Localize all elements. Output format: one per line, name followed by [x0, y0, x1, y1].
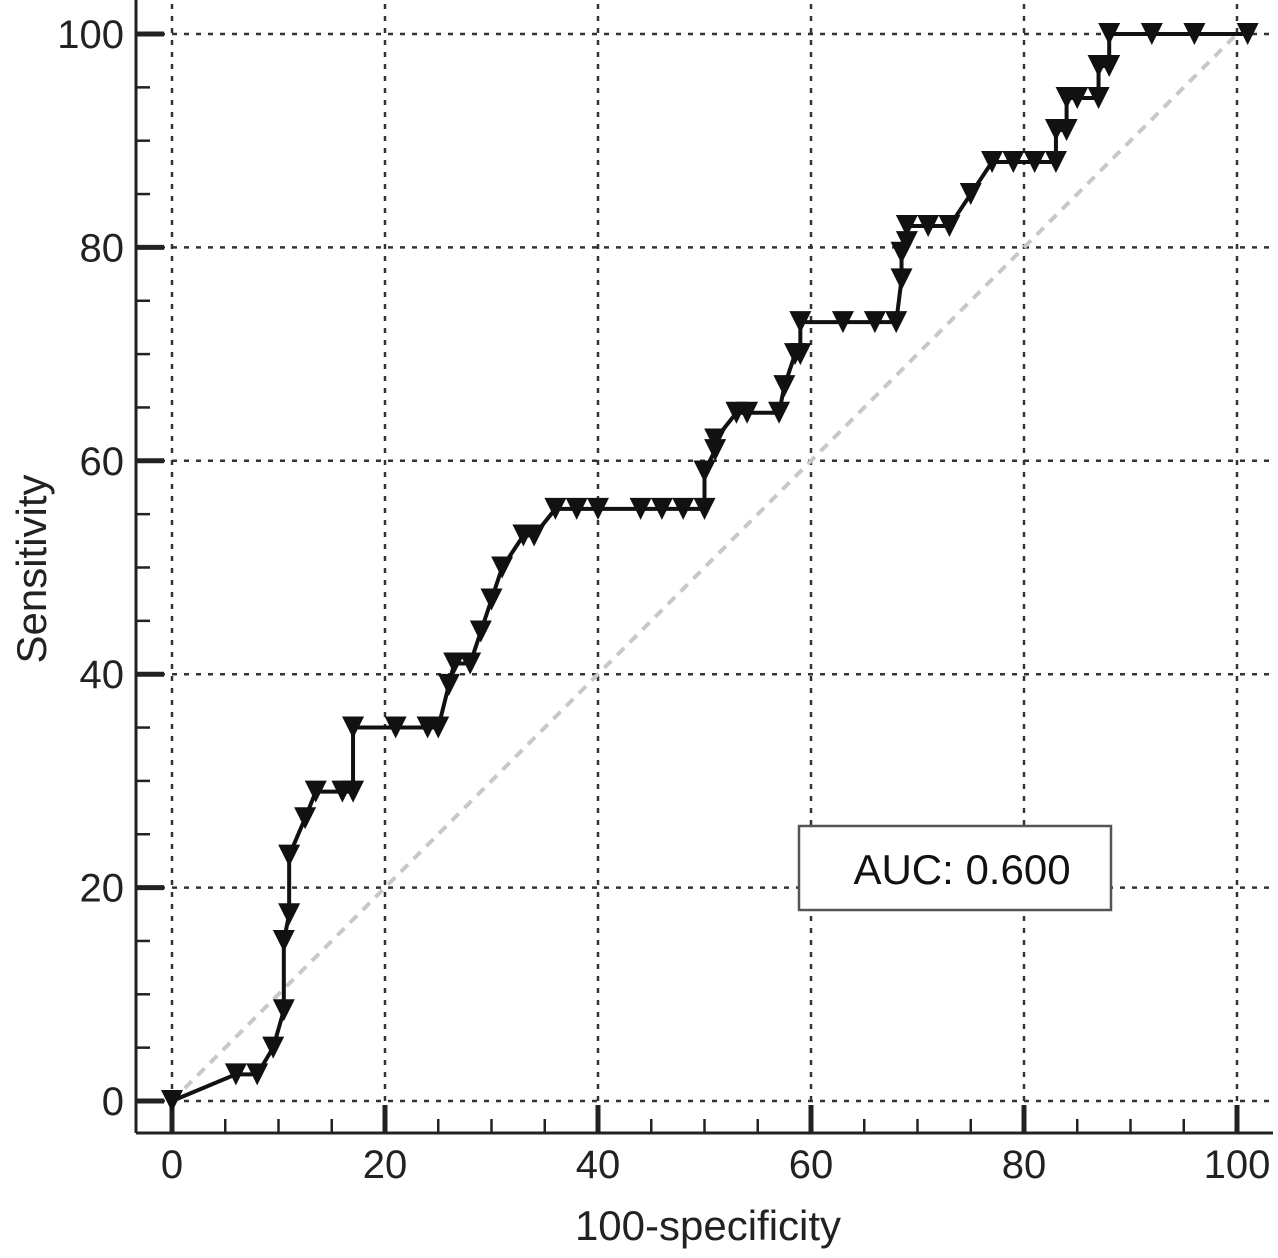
roc-point-marker: [523, 524, 546, 547]
reference-diagonal: [170, 32, 1239, 1103]
x-tick-label: 100: [1204, 1143, 1271, 1187]
y-tick-label: 100: [57, 13, 124, 57]
roc-point-marker: [544, 497, 567, 520]
y-axis-title: Sensitivity: [8, 474, 55, 663]
roc-point-marker: [1140, 23, 1163, 45]
roc-point-marker: [629, 497, 652, 520]
y-tick-label: 20: [80, 867, 125, 911]
x-tick-label: 80: [1002, 1143, 1047, 1187]
y-tick-label: 40: [80, 653, 125, 697]
roc-point-marker: [384, 716, 407, 739]
roc-point-marker: [768, 401, 791, 424]
roc-point-marker: [831, 311, 854, 334]
roc-point-marker: [981, 151, 1004, 174]
roc-point-marker: [278, 844, 301, 867]
y-tick-label: 0: [102, 1080, 124, 1124]
roc-point-marker: [693, 497, 716, 520]
roc-curve-line: [171, 32, 1248, 1103]
roc-curve-series: [161, 23, 1259, 1112]
roc-point-marker: [459, 652, 482, 675]
roc-point-marker: [469, 620, 492, 643]
roc-point-marker: [693, 460, 716, 483]
auc-annotation: AUC: 0.600: [797, 824, 1113, 912]
roc-point-marker: [224, 1063, 247, 1086]
roc-point-marker: [1002, 151, 1025, 174]
auc-label: AUC: 0.600: [853, 846, 1070, 893]
roc-point-marker: [789, 343, 812, 366]
roc-point-marker: [437, 673, 460, 696]
roc-point-marker: [895, 215, 918, 238]
roc-point-marker: [443, 652, 466, 675]
tick-labels: 0 20 40 60 80 100 0 20 40 60 80 100: [57, 13, 1270, 1187]
y-tick-label: 80: [80, 226, 125, 270]
roc-point-marker: [1087, 87, 1110, 110]
roc-point-marker: [736, 401, 759, 424]
roc-point-marker: [1023, 151, 1046, 174]
auc-box: [797, 824, 1113, 912]
x-tick-label: 40: [576, 1143, 621, 1187]
axes: [134, 0, 1273, 1135]
roc-point-marker: [773, 375, 796, 398]
roc-point-marker: [587, 497, 609, 520]
roc-point-marker: [342, 716, 365, 739]
roc-point-marker: [161, 1090, 183, 1112]
roc-point-marker: [480, 588, 503, 611]
roc-point-marker: [565, 497, 588, 520]
roc-point-marker: [672, 497, 695, 520]
roc-point-marker: [272, 999, 295, 1022]
roc-point-marker: [863, 311, 886, 334]
roc-point-marker: [342, 780, 365, 803]
roc-point-marker: [1044, 151, 1067, 174]
roc-point-marker: [885, 311, 908, 334]
roc-point-marker: [246, 1063, 269, 1086]
roc-point-marker: [1066, 87, 1089, 110]
roc-point-marker: [890, 268, 913, 291]
roc-point-marker: [704, 428, 727, 451]
y-tick-label: 60: [80, 440, 125, 484]
roc-point-marker: [1055, 119, 1078, 142]
roc-point-marker: [294, 807, 317, 830]
roc-point-marker: [278, 903, 301, 926]
roc-point-marker: [1236, 23, 1259, 45]
roc-point-marker: [959, 183, 982, 206]
x-tick-label: 0: [161, 1143, 183, 1187]
roc-point-marker: [427, 716, 450, 739]
roc-point-marker: [1098, 55, 1121, 78]
x-axis-title: 100-specificity: [575, 1202, 841, 1249]
roc-point-marker: [262, 1036, 285, 1059]
roc-point-marker: [304, 780, 327, 803]
roc-point-marker: [1183, 23, 1206, 45]
roc-point-marker: [272, 929, 295, 952]
x-tick-label: 60: [789, 1143, 834, 1187]
roc-point-marker: [895, 231, 918, 254]
roc-point-marker: [938, 215, 961, 238]
grid-lines: [136, 4, 1269, 1133]
roc-point-marker: [917, 215, 940, 238]
roc-point-marker: [1098, 23, 1121, 45]
x-tick-label: 20: [363, 1143, 408, 1187]
roc-point-marker: [650, 497, 673, 520]
roc-point-marker: [491, 556, 514, 579]
roc-point-marker: [789, 311, 812, 334]
